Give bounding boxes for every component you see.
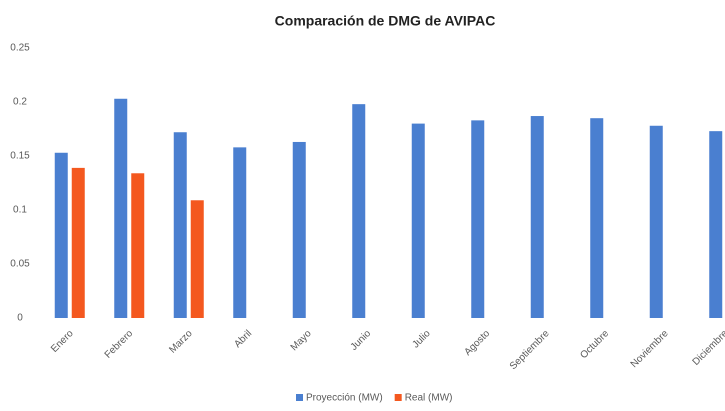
x-tick-label: Junio [349, 328, 374, 353]
x-tick-label: Agosto [462, 328, 492, 358]
x-tick-label: Septiembre [508, 328, 552, 372]
legend-label: Proyección (MW) [306, 393, 383, 404]
y-tick-label: 0.1 [13, 205, 27, 216]
x-tick-label: Octubre [578, 328, 611, 361]
chart-title: Comparación de DMG de AVIPAC [275, 13, 496, 29]
x-tick-label: Diciembre [691, 328, 725, 368]
bar [471, 120, 485, 318]
y-tick-label: 0.15 [10, 151, 30, 162]
y-tick-label: 0.25 [10, 43, 30, 54]
bar [173, 132, 187, 318]
x-tick-label: Febrero [103, 328, 136, 361]
x-tick-label: Abril [232, 328, 254, 350]
bar [71, 167, 85, 318]
bar [54, 152, 68, 318]
y-tick-label: 0 [17, 313, 23, 324]
x-tick-label: Enero [49, 328, 76, 355]
bar [352, 104, 366, 318]
bar [411, 123, 425, 318]
x-tick-label: Marzo [167, 328, 195, 356]
legend-label: Real (MW) [405, 393, 453, 404]
bar [190, 200, 204, 318]
bar [292, 141, 306, 318]
bar [114, 98, 128, 318]
y-tick-label: 0.05 [10, 259, 30, 270]
x-tick-label: Julio [410, 328, 433, 351]
x-tick-label: Noviembre [629, 328, 671, 370]
bar [131, 173, 145, 318]
y-tick-label: 0.2 [13, 97, 27, 108]
bar [233, 147, 247, 318]
bar [530, 116, 544, 318]
bar [649, 125, 663, 318]
legend-swatch [394, 394, 402, 401]
bar [590, 118, 604, 318]
x-tick-label: Mayo [289, 328, 314, 353]
legend-swatch [296, 394, 303, 401]
bar [709, 131, 723, 318]
